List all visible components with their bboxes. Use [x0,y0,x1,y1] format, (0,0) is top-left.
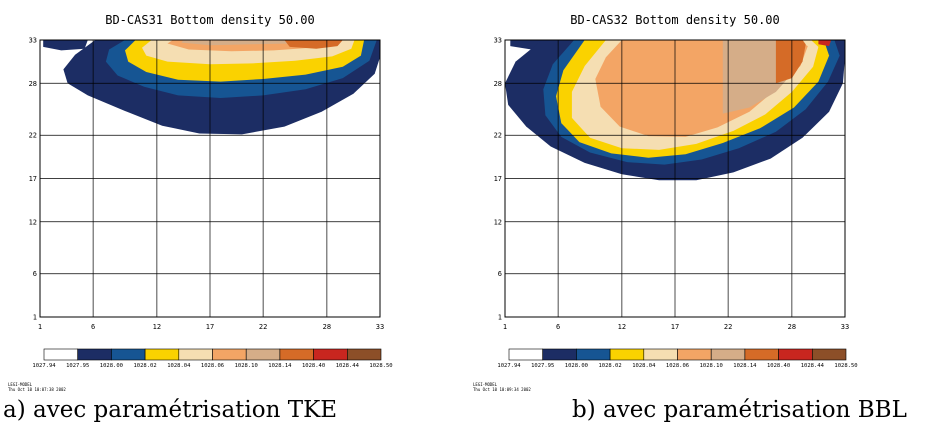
contour-region [775,40,806,84]
colorbar-label: 1028.06 [201,363,224,369]
colorbar-label: 1028.00 [565,363,588,369]
colorbar-swatch [111,348,146,361]
x-tick-label: 33 [376,323,384,331]
y-tick-label: 33 [494,37,502,45]
colorbar-swatch [542,348,577,361]
y-tick-label: 33 [29,37,37,45]
colorbar-swatch [245,348,281,361]
contour-region [43,40,88,51]
colorbar-swatch [677,348,712,361]
colorbar-swatch [279,348,314,361]
x-tick-label: 6 [91,323,95,331]
colorbar-swatch [710,348,746,361]
colorbar-swatch [313,348,348,361]
plot-stamp: LEGI-MODEL [8,382,33,387]
y-tick-label: 22 [494,132,502,140]
colorbar-swatch [778,348,813,361]
colorbar-label: 1028.10 [700,363,723,369]
x-tick-label: 17 [671,323,679,331]
x-tick-label: 12 [618,323,626,331]
colorbar-swatch [77,348,112,361]
x-tick-label: 22 [259,323,267,331]
colorbar-label: 1028.06 [666,363,689,369]
colorbar-label: 1027.94 [497,363,521,369]
x-tick-label: 33 [841,323,849,331]
colorbar-swatch [178,348,213,361]
plot-stamp: Thu Oct 10 10:09:34 2002 [473,387,531,392]
y-tick-label: 1 [33,314,37,322]
x-tick-label: 28 [788,323,796,331]
colorbar-swatch [144,348,180,361]
colorbar-label: 1028.50 [834,363,857,369]
chart-title: BD-CAS31 Bottom density 50.00 [105,13,315,27]
chart-panel-a: BD-CAS31 Bottom density 50.00 1 6 12 17 22 28… [0,0,464,439]
plot-frame [504,39,846,318]
colorbar-label: 1027.95 [66,363,89,369]
x-tick-label: 17 [206,323,214,331]
colorbar-swatch [576,348,611,361]
x-tick-label: 1 [503,323,507,331]
colorbar-swatch [811,348,847,361]
colorbar-label: 1028.14 [268,363,292,369]
x-tick-label: 22 [724,323,732,331]
colorbar-label: 1028.40 [767,363,790,369]
colorbar-swatch [43,348,79,361]
colorbar-swatch [212,348,247,361]
plot-stamp: Thu Oct 10 10:07:38 2002 [8,387,66,392]
figure-caption: a) avec paramétrisation TKE [3,397,338,423]
y-tick-label: 6 [33,270,37,278]
chart-title: BD-CAS32 Bottom density 50.00 [570,13,780,27]
colorbar-swatch [609,348,645,361]
y-tick-label: 12 [494,218,502,226]
y-tick-label: 6 [498,270,502,278]
colorbar-label: 1028.00 [100,363,123,369]
colorbar-swatch [508,348,544,361]
plot-frame [39,39,381,318]
x-tick-label: 1 [38,323,42,331]
colorbar-label: 1028.02 [134,363,157,369]
colorbar-label: 1028.44 [801,363,825,369]
contour-region [818,40,832,47]
plot-stamp: LEGI-MODEL [473,382,498,387]
figure-caption: b) avec paramétrisation BBL [572,397,907,423]
y-tick-label: 28 [29,80,37,88]
x-tick-label: 28 [323,323,331,331]
colorbar-label: 1027.95 [531,363,554,369]
colorbar-label: 1028.44 [336,363,360,369]
y-tick-label: 28 [494,80,502,88]
colorbar-swatch [346,348,382,361]
x-tick-label: 6 [556,323,560,331]
y-tick-label: 12 [29,218,37,226]
colorbar-label: 1028.04 [167,363,191,369]
y-tick-label: 17 [494,175,502,183]
colorbar-label: 1027.94 [32,363,56,369]
colorbar-label: 1028.02 [599,363,622,369]
colorbar-label: 1028.50 [369,363,392,369]
contour-plot-svg: 1 6 12 17 22 28 33 1 6 12 17 22 28 33 1027.94 1027.95 10… [8,37,393,393]
contour-region [284,40,343,49]
colorbar-label: 1028.10 [235,363,258,369]
colorbar-swatch [744,348,779,361]
contour-fill-group [43,40,380,135]
colorbar-label: 1028.14 [733,363,757,369]
y-tick-label: 17 [29,175,37,183]
chart-panel-b: BD-CAS32 Bottom density 50.00 1 6 12 17 22 28… [465,0,929,439]
x-tick-label: 12 [153,323,161,331]
colorbar-label: 1028.40 [302,363,325,369]
contour-plot-svg: 1 6 12 17 22 28 33 1 6 12 17 22 28 33 1027.94 1027.95 10… [473,37,858,393]
y-tick-label: 1 [498,314,502,322]
y-tick-label: 22 [29,132,37,140]
colorbar-swatch [643,348,678,361]
colorbar-label: 1028.04 [632,363,656,369]
